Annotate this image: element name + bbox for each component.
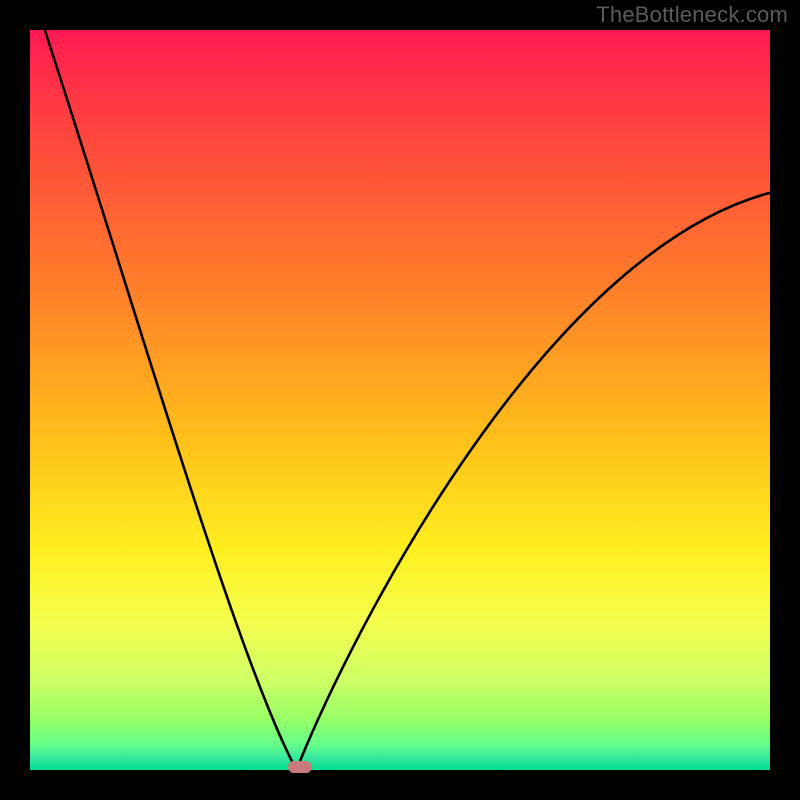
watermark-text: TheBottleneck.com — [596, 2, 788, 28]
curve-right-branch — [296, 193, 770, 770]
curve-left-branch — [45, 30, 297, 770]
bottleneck-curve — [30, 30, 770, 770]
vertex-marker — [288, 761, 312, 773]
plot-area — [30, 30, 770, 770]
